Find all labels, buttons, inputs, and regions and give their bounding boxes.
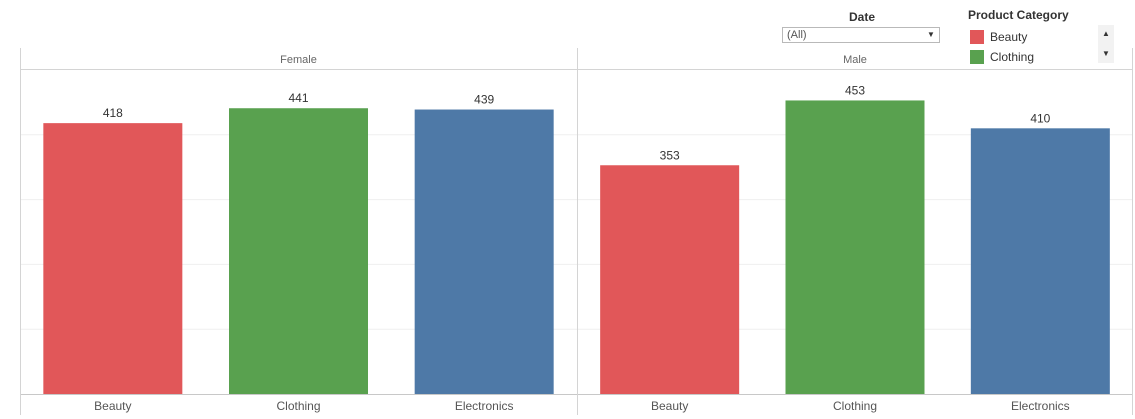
scroll-down-icon[interactable]: ▼ bbox=[1102, 49, 1110, 58]
x-tick-label: Clothing bbox=[833, 399, 877, 413]
legend-swatch-beauty bbox=[970, 30, 984, 44]
bar-female-beauty bbox=[43, 123, 183, 395]
x-tick-label: Beauty bbox=[94, 399, 131, 413]
data-label: 441 bbox=[288, 91, 308, 105]
legend-item-clothing[interactable]: Clothing bbox=[970, 47, 1034, 67]
date-filter-dropdown[interactable]: (All) ▼ bbox=[782, 27, 940, 43]
panel-header-female: Female bbox=[280, 54, 317, 66]
data-label: 353 bbox=[660, 148, 680, 162]
x-tick-label: Electronics bbox=[1011, 399, 1070, 413]
scroll-up-icon[interactable]: ▲ bbox=[1102, 29, 1110, 38]
legend-label-clothing: Clothing bbox=[990, 50, 1035, 64]
bar-female-clothing bbox=[229, 108, 368, 395]
bar-male-clothing bbox=[785, 100, 925, 395]
bar-male-beauty bbox=[600, 165, 740, 394]
x-tick-label: Electronics bbox=[455, 399, 514, 413]
legend: Beauty Clothing bbox=[970, 27, 1034, 67]
data-label: 410 bbox=[1030, 111, 1050, 125]
bar-male-electronics bbox=[970, 128, 1110, 394]
dropdown-arrow-icon[interactable]: ▼ bbox=[927, 30, 935, 39]
panel-header-male: Male bbox=[843, 54, 867, 66]
legend-title: Product Category bbox=[968, 8, 1069, 22]
data-label: 453 bbox=[845, 83, 865, 97]
legend-scrollbar[interactable]: ▲ ▼ bbox=[1098, 25, 1114, 63]
data-label: 439 bbox=[474, 93, 494, 107]
data-label: 418 bbox=[103, 106, 123, 120]
legend-swatch-clothing bbox=[970, 50, 984, 64]
legend-item-beauty[interactable]: Beauty bbox=[970, 27, 1034, 47]
bar-female-electronics bbox=[414, 109, 554, 394]
date-filter-title: Date bbox=[848, 10, 875, 24]
legend-label-beauty: Beauty bbox=[990, 30, 1028, 44]
date-filter-value: (All) bbox=[787, 29, 807, 41]
x-tick-label: Beauty bbox=[651, 399, 688, 413]
x-tick-label: Clothing bbox=[276, 399, 320, 413]
